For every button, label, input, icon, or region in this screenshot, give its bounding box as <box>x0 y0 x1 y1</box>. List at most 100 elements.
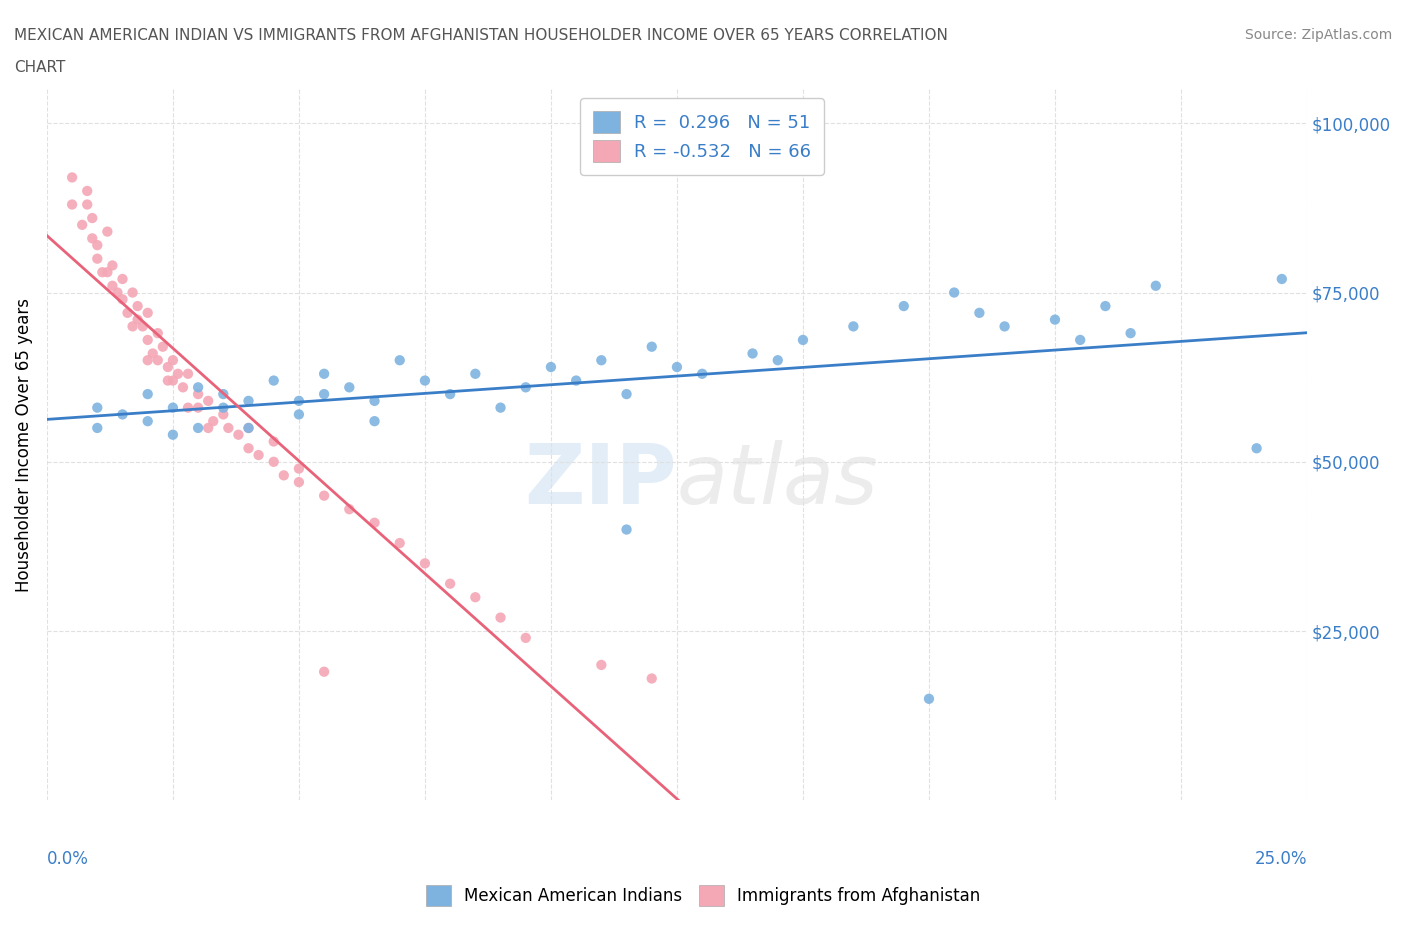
Text: ZIP: ZIP <box>524 440 676 521</box>
Point <box>263 455 285 470</box>
Point <box>127 312 149 327</box>
Point <box>202 414 225 429</box>
Point <box>918 691 941 706</box>
Point <box>314 664 336 679</box>
Point <box>86 251 108 266</box>
Point <box>238 393 260 408</box>
Legend: Mexican American Indians, Immigrants from Afghanistan: Mexican American Indians, Immigrants fro… <box>419 879 987 912</box>
Point <box>121 319 143 334</box>
Point <box>641 671 664 686</box>
Point <box>187 387 209 402</box>
Point <box>86 238 108 253</box>
Point <box>136 414 159 429</box>
Point <box>111 292 134 307</box>
Point <box>228 427 250 442</box>
Point <box>121 286 143 300</box>
Point <box>162 427 184 442</box>
Point <box>515 379 537 394</box>
Point <box>1246 441 1268 456</box>
Point <box>238 420 260 435</box>
Point <box>792 333 814 348</box>
Point <box>766 352 789 367</box>
Point <box>96 224 118 239</box>
Point <box>439 387 461 402</box>
Point <box>156 373 179 388</box>
Point <box>111 407 134 422</box>
Point <box>1094 299 1116 313</box>
Text: Source: ZipAtlas.com: Source: ZipAtlas.com <box>1244 28 1392 42</box>
Point <box>641 339 664 354</box>
Point <box>107 286 129 300</box>
Point <box>616 522 638 537</box>
Point <box>464 590 486 604</box>
Point <box>217 420 239 435</box>
Point <box>82 210 104 225</box>
Point <box>167 366 190 381</box>
Point <box>91 265 114 280</box>
Point <box>146 326 169 340</box>
Point <box>288 461 311 476</box>
Point <box>439 577 461 591</box>
Point <box>616 387 638 402</box>
Point <box>1043 312 1066 327</box>
Point <box>146 352 169 367</box>
Point <box>665 360 688 375</box>
Point <box>388 536 411 551</box>
Point <box>969 305 991 320</box>
Point <box>591 352 613 367</box>
Point <box>197 393 219 408</box>
Point <box>363 393 385 408</box>
Point <box>314 387 336 402</box>
Point <box>212 387 235 402</box>
Point <box>515 631 537 645</box>
Point <box>1119 326 1142 340</box>
Point <box>142 346 165 361</box>
Point <box>86 400 108 415</box>
Point <box>162 352 184 367</box>
Point <box>60 197 83 212</box>
Point <box>363 515 385 530</box>
Point <box>162 400 184 415</box>
Point <box>177 366 200 381</box>
Point <box>96 265 118 280</box>
Point <box>690 366 713 381</box>
Point <box>489 610 512 625</box>
Point <box>172 379 194 394</box>
Point <box>363 414 385 429</box>
Point <box>388 352 411 367</box>
Point <box>993 319 1015 334</box>
Point <box>540 360 562 375</box>
Point <box>288 474 311 489</box>
Point <box>187 400 209 415</box>
Point <box>70 218 93 232</box>
Point <box>82 231 104 246</box>
Point <box>565 373 588 388</box>
Point <box>101 278 124 293</box>
Text: atlas: atlas <box>676 440 879 521</box>
Point <box>413 556 436 571</box>
Point <box>489 400 512 415</box>
Point <box>263 434 285 449</box>
Text: CHART: CHART <box>14 60 66 75</box>
Point <box>238 441 260 456</box>
Point <box>60 170 83 185</box>
Point <box>131 319 153 334</box>
Point <box>136 333 159 348</box>
Point <box>413 373 436 388</box>
Point <box>288 407 311 422</box>
Point <box>247 447 270 462</box>
Point <box>741 346 763 361</box>
Point <box>162 373 184 388</box>
Point <box>76 197 98 212</box>
Point <box>314 366 336 381</box>
Point <box>263 373 285 388</box>
Point <box>187 420 209 435</box>
Point <box>314 488 336 503</box>
Point <box>337 502 360 517</box>
Point <box>464 366 486 381</box>
Point <box>238 420 260 435</box>
Point <box>591 658 613 672</box>
Point <box>212 400 235 415</box>
Point <box>212 407 235 422</box>
Point <box>101 258 124 272</box>
